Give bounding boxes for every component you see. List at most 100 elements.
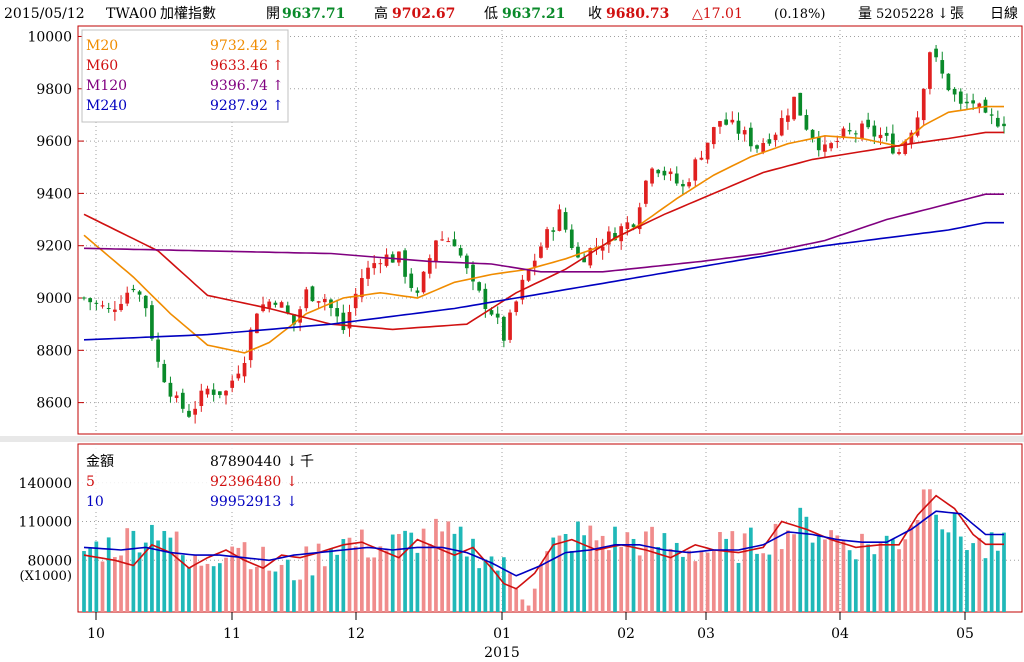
volume-legend-value: 99952913 bbox=[210, 494, 281, 510]
candle-body bbox=[995, 117, 1000, 127]
candle-body bbox=[434, 240, 438, 262]
candle-body bbox=[273, 302, 278, 305]
volume-bar bbox=[748, 527, 753, 612]
candle-body bbox=[940, 60, 945, 74]
legend-name-m60: M60 bbox=[86, 58, 118, 74]
volume-bar bbox=[668, 548, 673, 612]
volume-bar bbox=[915, 520, 920, 612]
price-y-tick: 9800 bbox=[36, 82, 72, 98]
x-tick-label: 02 bbox=[617, 626, 635, 642]
candle-body bbox=[415, 290, 420, 293]
volume-legend-name: 5 bbox=[86, 474, 95, 490]
candle-body bbox=[767, 139, 772, 144]
x-tick-label: 12 bbox=[347, 626, 365, 642]
volume-legend-value: 87890440 bbox=[210, 454, 281, 470]
candle-body bbox=[322, 298, 327, 303]
x-tick-label: 03 bbox=[697, 626, 715, 642]
candle-body bbox=[168, 382, 173, 397]
candle-body bbox=[687, 182, 691, 187]
volume-bar bbox=[526, 605, 531, 612]
candle-body bbox=[119, 303, 123, 311]
candle-body bbox=[952, 88, 957, 95]
candle-body bbox=[569, 229, 574, 248]
high-value: 9702.67 bbox=[392, 6, 455, 22]
x-tick-label: 10 bbox=[87, 626, 105, 642]
volume-bar bbox=[143, 542, 148, 612]
candle-body bbox=[755, 145, 759, 149]
volume-bar bbox=[804, 516, 809, 612]
volume-bar bbox=[718, 532, 722, 612]
volume-bar bbox=[594, 540, 599, 612]
x-tick-label: 05 bbox=[956, 626, 974, 642]
volume-bar bbox=[563, 534, 568, 612]
volume-bar bbox=[273, 571, 278, 612]
volume-bar bbox=[193, 554, 197, 612]
candle-body bbox=[217, 391, 222, 395]
candle-body bbox=[193, 408, 197, 415]
candle-body bbox=[557, 209, 562, 231]
x-axis: 10 11 12 01 02 03 04 05 2015 bbox=[87, 612, 974, 661]
volume-bar bbox=[823, 539, 827, 612]
volume-bar bbox=[940, 529, 945, 612]
volume-bar bbox=[180, 555, 185, 612]
candle-body bbox=[180, 392, 185, 409]
candle-body bbox=[884, 132, 889, 136]
volume-bar bbox=[322, 566, 327, 612]
volume-bar bbox=[619, 546, 624, 612]
candle-body bbox=[773, 134, 778, 141]
volume-bar bbox=[816, 536, 821, 612]
volume-bar bbox=[514, 588, 519, 612]
candle-body bbox=[187, 410, 191, 417]
volume-bar bbox=[625, 532, 630, 612]
volume-y-tick: 80000 bbox=[27, 553, 72, 569]
volume-bar bbox=[304, 546, 309, 612]
candle-body bbox=[464, 255, 469, 269]
volume-bar bbox=[82, 551, 86, 612]
volume-bar bbox=[187, 567, 191, 612]
volume-bar bbox=[755, 553, 759, 612]
volume-bar bbox=[1002, 532, 1006, 612]
volume-bar bbox=[569, 550, 574, 612]
volume-bar bbox=[674, 542, 679, 612]
change-value: △17.01 bbox=[692, 6, 743, 22]
candle-body bbox=[928, 52, 932, 89]
open-label: 開 bbox=[266, 6, 280, 22]
candle-body bbox=[897, 152, 901, 154]
legend-arrow-icon: ↑ bbox=[272, 58, 284, 74]
volume-bar bbox=[360, 529, 364, 612]
volume-bar bbox=[489, 556, 494, 612]
volume-bar bbox=[298, 579, 302, 612]
candle-body bbox=[409, 273, 414, 288]
volume-bar bbox=[767, 554, 772, 612]
volume-legend-name: 金額 bbox=[86, 454, 114, 470]
candle-body bbox=[372, 263, 377, 269]
volume-bar bbox=[545, 551, 549, 612]
volume-legend-box bbox=[82, 448, 296, 510]
candle-body bbox=[606, 231, 611, 245]
volume-bar bbox=[217, 563, 222, 612]
volume-bar bbox=[588, 525, 593, 612]
candle-body bbox=[644, 180, 648, 204]
candle-body bbox=[532, 260, 537, 267]
volume-bar bbox=[829, 530, 833, 612]
candle-body bbox=[335, 308, 340, 317]
candle-body bbox=[1002, 123, 1006, 127]
candle-body bbox=[304, 289, 309, 309]
volume-bar bbox=[106, 537, 111, 612]
volume-bar bbox=[650, 526, 654, 612]
candle-body bbox=[106, 308, 111, 310]
candle-body bbox=[989, 114, 994, 116]
price-y-tick: 10000 bbox=[27, 29, 72, 45]
legend-value-m240: 9287.92 bbox=[210, 98, 268, 114]
volume-bar bbox=[983, 558, 988, 612]
candle-body bbox=[829, 143, 833, 149]
volume-bar bbox=[736, 562, 741, 612]
price-y-tick: 8600 bbox=[36, 396, 72, 412]
candle-body bbox=[489, 310, 494, 315]
volume-bar bbox=[421, 528, 426, 612]
volume-bar bbox=[946, 532, 951, 612]
volume-bar bbox=[255, 566, 259, 612]
volume-average-lines bbox=[83, 494, 1004, 590]
volume-bar bbox=[730, 531, 735, 612]
candle-body bbox=[162, 363, 167, 383]
